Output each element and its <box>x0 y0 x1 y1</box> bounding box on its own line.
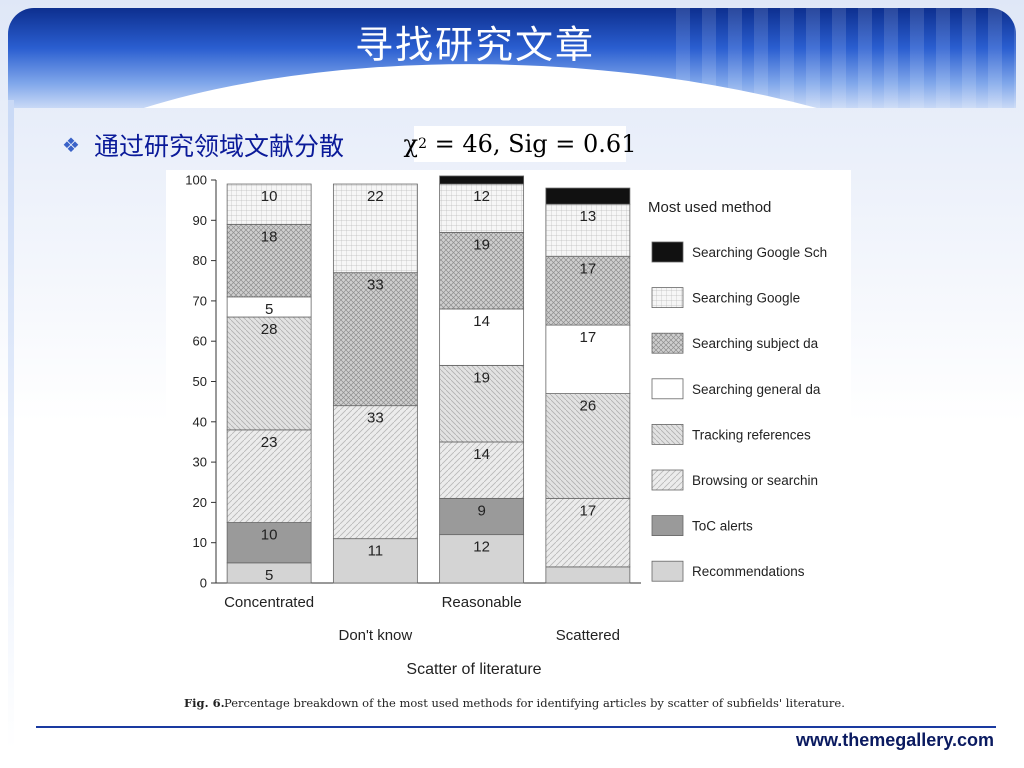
plot-layer: 0 10 20 30 40 50 60 70 80 90 100 5 10 23 28 5 18 10 Concen… <box>185 173 641 644</box>
bar-value-label: 5 <box>265 567 273 584</box>
bar-value-label: 12 <box>473 188 490 205</box>
formula-chi: χ <box>403 130 419 158</box>
bar-value-label: 12 <box>473 539 490 556</box>
bar-value-label: 17 <box>580 502 597 519</box>
figure-area: 0 10 20 30 40 50 60 70 80 90 100 5 10 23 28 5 18 10 Concen… <box>166 170 851 715</box>
bar-value-label: 19 <box>473 369 490 386</box>
y-tick-label: 30 <box>193 455 207 470</box>
legend-label: Searching Google <box>692 291 800 306</box>
y-tick-label: 50 <box>193 374 207 389</box>
bar-value-label: 28 <box>261 321 278 338</box>
bar-segment <box>439 497 525 536</box>
bar-segment <box>545 393 631 499</box>
bar-segment <box>332 272 418 407</box>
bar-segment <box>226 429 312 523</box>
bar-segment <box>439 231 525 310</box>
bar-value-label: 18 <box>261 228 278 245</box>
y-tick-label: 20 <box>193 495 207 510</box>
legend-label: ToC alerts <box>692 519 753 534</box>
slide-title: 寻找研究文章 <box>354 23 595 67</box>
legend-label: Tracking references <box>692 427 811 442</box>
y-tick-label: 100 <box>185 173 207 188</box>
diamond-bullet-icon: ❖ <box>62 133 80 157</box>
bar-value-label: 22 <box>367 188 384 205</box>
bar-value-label: 33 <box>367 410 384 427</box>
category-label: Scattered <box>556 627 620 644</box>
bar-value-label: 17 <box>580 261 597 278</box>
bar-segment <box>439 534 525 584</box>
category-label: Reasonable <box>442 594 522 611</box>
bar-segment <box>439 183 525 233</box>
legend-swatch <box>651 241 684 263</box>
bar-segment <box>226 316 312 431</box>
legend-swatch <box>651 423 684 445</box>
bullet-row: ❖ 通过研究领域文献分散 <box>62 128 344 162</box>
header-band <box>8 8 1016 108</box>
legend-label: Recommendations <box>692 564 805 579</box>
y-tick-label: 10 <box>193 535 207 550</box>
y-tick-label: 80 <box>193 253 207 268</box>
bar-value-label: 19 <box>473 236 490 253</box>
bar-value-label: 14 <box>473 446 490 463</box>
bar-segment <box>439 364 525 443</box>
bar-value-label: 11 <box>368 543 384 560</box>
bar-value-label: 14 <box>473 313 490 330</box>
bar-value-label: 5 <box>265 301 273 318</box>
formula-rest: = 46, Sig = 0.61 <box>427 130 637 158</box>
bar-segment <box>545 497 631 568</box>
left-edge-decoration <box>8 100 14 750</box>
legend-label: Searching general da <box>692 382 821 397</box>
footer-line <box>36 726 996 728</box>
bar-value-label: 23 <box>261 434 278 451</box>
legend-title: Most used method <box>648 199 771 216</box>
bar-value-label: 10 <box>261 188 278 205</box>
legend: Searching Google Sch Searching Google Sear… <box>651 241 827 582</box>
legend-swatch <box>651 287 684 308</box>
legend-swatch <box>651 332 684 354</box>
legend-swatch <box>651 515 684 537</box>
caption-label: Fig. 6. <box>184 696 225 710</box>
bar-segment <box>545 324 631 394</box>
bar-value-label: 10 <box>261 527 278 544</box>
stacked-bar-chart: 0 10 20 30 40 50 60 70 80 90 100 5 10 23 28 5 18 10 Concen… <box>184 173 845 711</box>
bar-segment <box>332 405 418 540</box>
footer-url[interactable]: www.themegallery.com <box>795 730 994 750</box>
formula-exponent: 2 <box>418 136 428 152</box>
bar-segment <box>332 183 418 274</box>
caption-text: Percentage breakdown of the most used me… <box>224 696 845 710</box>
bar-segment <box>332 538 418 584</box>
y-tick-label: 40 <box>193 414 207 429</box>
legend-label: Searching subject da <box>692 336 819 351</box>
y-tick-label: 0 <box>200 576 207 591</box>
bar-value-label: 17 <box>580 329 597 346</box>
y-tick-label: 70 <box>193 293 207 308</box>
bar-segment <box>545 566 631 584</box>
category-label: Don't know <box>339 627 413 644</box>
bar-segment <box>439 175 525 185</box>
category-label: Concentrated <box>224 594 314 611</box>
bar-segment <box>439 308 525 366</box>
x-axis-label: Scatter of literature <box>406 661 541 678</box>
bar-value-label: 33 <box>367 277 384 294</box>
bar-segment <box>545 187 631 205</box>
legend-label: Searching Google Sch <box>692 245 827 260</box>
bar-segment <box>545 203 631 257</box>
bar-segment <box>545 256 631 326</box>
y-tick-label: 60 <box>193 334 207 349</box>
bar-segment <box>439 441 525 499</box>
bullet-text: 通过研究领域文献分散 <box>93 132 344 161</box>
legend-swatch <box>651 378 684 400</box>
legend-label: Browsing or searchin <box>692 473 818 488</box>
bar-value-label: 26 <box>580 398 597 415</box>
y-tick-label: 90 <box>193 213 207 228</box>
legend-swatch <box>651 469 684 491</box>
bar-value-label: 9 <box>477 502 485 519</box>
legend-swatch <box>651 560 684 582</box>
bar-value-label: 13 <box>580 208 597 225</box>
bar-segment <box>226 183 312 225</box>
